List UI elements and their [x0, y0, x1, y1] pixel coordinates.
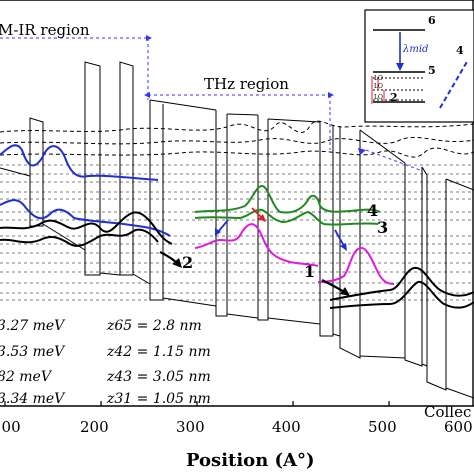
inset-level-6: 6 [428, 14, 436, 27]
level-label-1: 1 [304, 262, 315, 281]
tick-label-200: 200 [80, 418, 109, 436]
labels: M-IR region THz region Collec 4 3 2 1 6 … [0, 14, 473, 471]
inset-level-4: 4 [456, 44, 464, 57]
green-wavefunctions [194, 184, 381, 226]
blue-state-upper [0, 144, 159, 181]
level-label-2: 2 [182, 253, 193, 272]
inset-lo-a: LO [374, 75, 383, 82]
tick-label-600: 600 [444, 418, 473, 436]
black-wavefunctions [0, 211, 474, 309]
energy-2: 3.53 meV [0, 344, 66, 360]
thz-region-label: THz region [204, 75, 289, 93]
mid-ir-bracket [0, 37, 149, 100]
blue-state-lower [0, 199, 171, 237]
inset-level-2: 2 [390, 91, 398, 104]
red-arrow-4-3 [251, 207, 263, 219]
tick-label-300: 300 [176, 418, 205, 436]
region-bracket-arrows [144, 35, 366, 155]
distance-1: z65 = 2.8 nm [106, 318, 202, 334]
transition-arrows [159, 207, 350, 296]
x-axis-label: Position (A°) [186, 450, 315, 471]
green-state-3 [194, 208, 379, 226]
collector-label: Collec [424, 403, 471, 421]
distance-2: z42 = 1.15 nm [106, 344, 211, 360]
magenta-state-2 [194, 223, 319, 267]
tick-label-400: 400 [272, 418, 301, 436]
mid-ir-region-label: M-IR region [0, 21, 90, 39]
energy-1: 3.27 meV [0, 318, 66, 334]
tick-label-100: 100 [0, 418, 21, 436]
inset-lo-b: LO [374, 83, 383, 90]
inset-level-scheme [364, 9, 474, 123]
inset-lambda: λmid [402, 44, 428, 55]
x-axis-ticks [4, 401, 390, 406]
region-brackets [0, 37, 331, 150]
blue-arrow-4-1 [334, 229, 345, 247]
conduction-band-profile [0, 61, 474, 399]
green-state-4 [194, 184, 381, 214]
collector-pointer [365, 149, 421, 171]
blue-wavefunctions [0, 144, 171, 237]
inset-lo-arrows [371, 76, 385, 104]
tick-label-500: 500 [368, 418, 397, 436]
inset-blue-dash [439, 59, 469, 109]
distance-4: z31 = 1.05 nm [106, 391, 211, 407]
inset-level-5: 5 [428, 64, 436, 77]
magenta-wavefunctions [194, 223, 395, 285]
thz-bracket [148, 94, 331, 112]
energy-3: 82 meV [0, 369, 53, 385]
inset-lo-c: LO [374, 94, 383, 101]
distance-3: z43 = 3.05 nm [106, 369, 211, 385]
blue-arrow-3-2 [217, 219, 229, 233]
level-label-3: 3 [377, 218, 388, 237]
magenta-state-1 [317, 246, 395, 285]
continuum-wavefunctions [0, 120, 474, 158]
level-label-4: 4 [367, 201, 378, 220]
energy-4: 3.34 meV [0, 391, 66, 407]
